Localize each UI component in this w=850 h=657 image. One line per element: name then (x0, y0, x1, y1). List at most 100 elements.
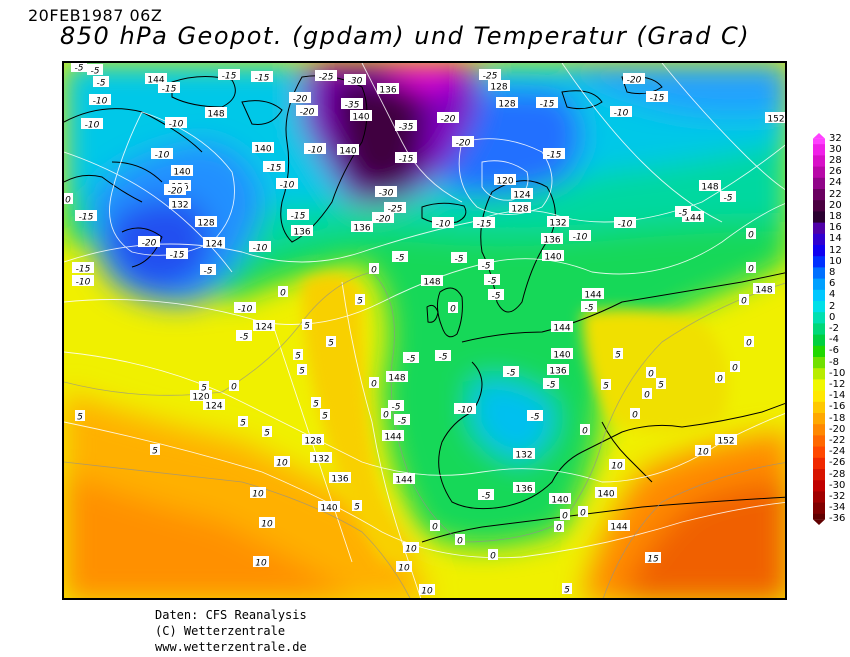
temperature-label: 5 (304, 322, 310, 332)
colorbar-tick-label: 14 (829, 233, 842, 245)
temperature-label-bg (71, 63, 87, 72)
temperature-label: 0 (748, 265, 754, 275)
temperature-label: -10 (280, 181, 295, 191)
geopotential-label: 128 (197, 219, 214, 229)
geopotential-label: 128 (304, 437, 321, 447)
temperature-label-bg (289, 92, 311, 103)
temperature-label: 10 (252, 490, 264, 500)
temperature-label: 10 (255, 559, 267, 569)
temperature-label: -20 (293, 95, 308, 105)
geopotential-label: 140 (551, 496, 568, 506)
temperature-label: -5 (97, 79, 106, 89)
colorbar-swatch (813, 357, 825, 369)
temperature-label: 5 (322, 412, 328, 422)
geopotential-label: 144 (553, 324, 570, 334)
colorbar-swatch (813, 435, 825, 448)
geopotential-label: 136 (331, 475, 348, 485)
temperature-label-bg (388, 400, 404, 411)
colorbar-tick-label: 6 (829, 278, 836, 290)
colorbar-swatch (813, 480, 825, 492)
temperature-label-bg (675, 206, 691, 217)
credits-website[interactable]: www.wetterzentrale.de (155, 640, 307, 654)
geopotential-label-bg (541, 233, 563, 244)
colorbar-tick-label: 16 (829, 222, 842, 234)
temperature-label: -25 (388, 205, 403, 215)
geopotential-label-bg (203, 237, 225, 248)
colorbar-tick-label: 18 (829, 211, 842, 222)
temperature-label: -5 (507, 369, 516, 379)
temperature-label: -30 (348, 77, 363, 87)
temperature-label-bg (138, 236, 160, 247)
temperature-label: 0 (432, 523, 438, 533)
temperature-label: 5 (152, 447, 158, 457)
temperature-label-bg (578, 506, 588, 517)
geopotential-label: 148 (207, 110, 224, 120)
colorbar-swatch (813, 424, 825, 436)
temperature-label-bg (93, 76, 109, 87)
colorbar-max-arrow (813, 133, 825, 139)
geopotential-label-bg (513, 482, 535, 493)
temperature-label: 10 (697, 448, 709, 458)
geopotential-label-bg (310, 452, 332, 463)
geopotential-label: 148 (755, 286, 772, 296)
geopotential-label-bg (421, 275, 443, 286)
geopotential-label-bg (350, 110, 372, 121)
temperature-label-bg (396, 561, 412, 572)
temperature-label-bg (744, 336, 754, 347)
geopotential-label-bg (595, 487, 617, 498)
temperature-label-bg (287, 209, 309, 220)
geopotential-label: 136 (379, 86, 396, 96)
temperature-label-bg (218, 69, 240, 80)
geopotential-label-bg (547, 216, 569, 227)
temperature-label-bg (484, 274, 500, 285)
colorbar-tick-label: -18 (829, 412, 846, 424)
temperature-label-bg (296, 105, 318, 116)
temperature-label-bg (165, 117, 187, 128)
geopotential-label-bg (513, 448, 535, 459)
colorbar-swatch (813, 401, 825, 414)
temperature-label-bg (259, 517, 275, 528)
geopotential-label: 144 (384, 433, 401, 443)
temperature-label: -5 (204, 267, 213, 277)
temperature-label-bg (75, 410, 85, 421)
temperature-label: -5 (679, 209, 688, 219)
temperature-label-bg (642, 388, 652, 399)
temperature-label-bg (297, 364, 307, 375)
temperature-label-bg (720, 191, 736, 202)
temperature-label: 0 (280, 289, 286, 299)
geopotential-label: 124 (205, 402, 222, 412)
temperature-label-bg (527, 410, 543, 421)
colorbar-tick-label: 26 (829, 166, 842, 178)
temperature-label-bg (478, 259, 494, 270)
temperature-label-bg (630, 408, 640, 419)
colorbar-tick-label: -10 (829, 367, 846, 379)
temperature-label: -35 (345, 101, 360, 111)
temperature-label-bg (646, 91, 668, 102)
colorbar-swatch (813, 368, 825, 380)
colorbar-swatch (813, 177, 825, 190)
geopotential-label-bg (252, 142, 274, 153)
temperature-label: -5 (482, 492, 491, 502)
temperature-label-bg (448, 302, 458, 313)
colorbar-tick-label: -22 (829, 435, 846, 446)
temperature-label-bg (87, 64, 103, 75)
temperature-label-bg (236, 330, 252, 341)
temperature-label: -10 (308, 146, 323, 156)
colorbar-swatch (813, 166, 825, 179)
temperature-label: -15 (267, 164, 282, 174)
colorbar-tick-label: -34 (829, 502, 846, 514)
temperature-label: 0 (457, 537, 463, 547)
temperature-label-bg (278, 286, 288, 297)
temperature-label-bg (375, 186, 397, 197)
temperature-label-bg (81, 118, 103, 129)
temperature-label-bg (403, 352, 419, 363)
temperature-label: -20 (441, 115, 456, 125)
colorbar-swatch (813, 457, 825, 470)
geopotential-label-bg (169, 198, 191, 209)
temperature-label: 10 (421, 587, 433, 597)
geopotential-label: 140 (320, 504, 337, 514)
temperature-label-bg (75, 210, 97, 221)
geopotential-label-bg (318, 501, 340, 512)
temperature-label: 5 (295, 352, 301, 362)
temperature-label-bg (395, 120, 417, 131)
